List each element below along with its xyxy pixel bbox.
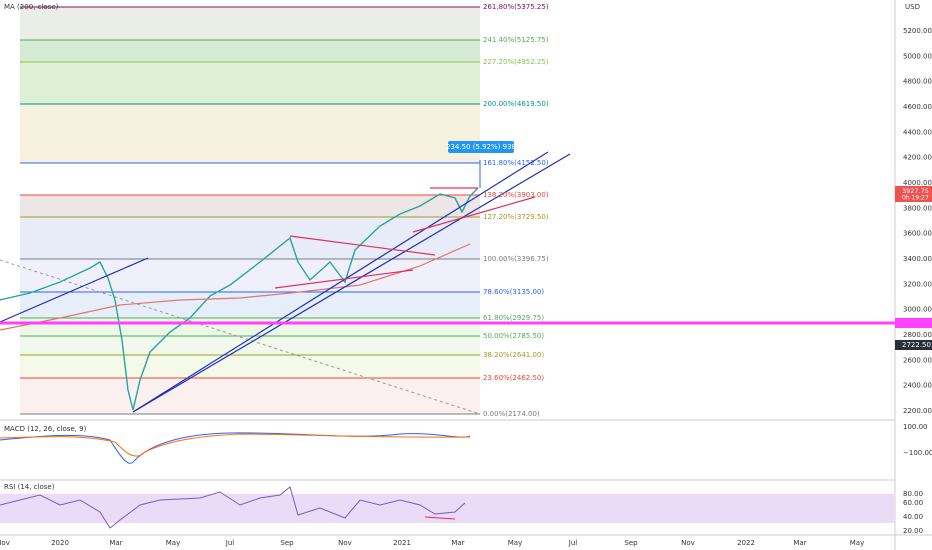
measure-box <box>448 141 514 153</box>
time-tick: Nov <box>338 539 352 547</box>
trend-dashed <box>0 259 481 415</box>
price-tick: 5200.00 <box>903 27 932 35</box>
fib-label: 241.40%(5125.75) <box>483 36 549 44</box>
rsi-tick: 80.00 <box>903 490 923 498</box>
fib-zone <box>20 40 480 62</box>
fib-zone <box>20 355 480 378</box>
time-tick: 2020 <box>51 539 69 547</box>
rsi-tick: 40.00 <box>903 513 923 521</box>
fib-label: 50.00%(2785.50) <box>483 332 544 340</box>
macd-tick: −100.00 <box>903 449 932 457</box>
fib-zone <box>20 62 480 104</box>
time-tick: May <box>166 539 180 547</box>
price-tick: 2400.00 <box>903 382 932 390</box>
trend-line <box>0 257 149 323</box>
rsi-line <box>0 486 466 529</box>
channel-line <box>274 269 414 289</box>
trend-line <box>132 151 549 413</box>
macd-label: MACD (12, 26, close, 9) <box>4 425 87 433</box>
price-tick: 2600.00 <box>903 356 932 364</box>
price-tick: 3600.00 <box>903 230 932 238</box>
price-tick: 4600.00 <box>903 103 932 111</box>
line-price-tag <box>895 340 932 350</box>
fib-zone <box>20 318 480 336</box>
fib-label: 61.80%(2929.75) <box>483 314 544 322</box>
line-price: 2722.50 <box>902 341 931 349</box>
price-tick: 3400.00 <box>903 255 932 263</box>
fib-label: 23.60%(2462.50) <box>483 374 544 382</box>
fib-label: 38.20%(2641.00) <box>483 351 544 359</box>
time-tick: Jul <box>568 539 578 547</box>
time-tick: Mar <box>451 539 464 547</box>
fib-zone <box>20 7 480 40</box>
fib-label: 161.80%(4152.50) <box>483 159 549 167</box>
trend-line <box>132 153 571 413</box>
channel-line <box>412 196 536 233</box>
time-tick: Mar <box>109 539 122 547</box>
fib-label: 100.00%(3396.75) <box>483 255 549 263</box>
time-tick: Sep <box>280 539 294 547</box>
price-tick: 4200.00 <box>903 154 932 162</box>
fib-label: 138.20%(3903.00) <box>483 191 549 199</box>
fib-label: 200.00%(4619.50) <box>483 100 549 108</box>
signal-line <box>0 433 471 457</box>
price-tick: 2200.00 <box>903 407 932 415</box>
fib-zone <box>20 292 480 318</box>
fib-label: 227.20%(4952.25) <box>483 58 549 66</box>
price-tick: 3200.00 <box>903 280 932 288</box>
fib-zones <box>20 6 480 415</box>
price-tick: 5000.00 <box>903 52 932 60</box>
time-tick: 2022 <box>737 539 755 547</box>
price-tick: 4400.00 <box>903 128 932 136</box>
price-tick: 3000.00 <box>903 306 932 314</box>
rsi-label: RSI (14, close) <box>4 483 55 491</box>
fib-zone <box>20 336 480 355</box>
fib-zone <box>20 259 480 292</box>
price-tick: 2800.00 <box>903 331 932 339</box>
last-price: 3927.75 <box>902 187 929 195</box>
fib-label: 127.20%(3729.50) <box>483 213 549 221</box>
time-tick: Mar <box>793 539 806 547</box>
price-tick: 4800.00 <box>903 78 932 86</box>
time-tick: May <box>850 539 864 547</box>
magenta-tag <box>895 318 932 328</box>
currency: USD <box>905 3 920 11</box>
time-tick: Nov <box>681 539 695 547</box>
fib-zone <box>20 195 480 217</box>
price-line <box>0 187 479 411</box>
macd-line <box>0 432 471 464</box>
time-tick: Jul <box>225 539 235 547</box>
time-tick: 2021 <box>393 539 411 547</box>
time-tick: May <box>508 539 522 547</box>
measure-label: 234.50 (5.92%) 938 <box>446 143 516 151</box>
fib-label: 0.00%(2174.00) <box>483 410 540 418</box>
last-price-tag <box>895 186 932 202</box>
divergence-line <box>424 516 456 520</box>
countdown: 0h 19:27 <box>902 195 929 202</box>
ma-label: MA (200, close) <box>4 3 59 11</box>
fib-zone <box>20 163 480 195</box>
fib-label: 261.80%(5375.25) <box>483 3 549 11</box>
fib-label: 78.60%(3135.00) <box>483 288 544 296</box>
time-tick: Sep <box>624 539 638 547</box>
fib-zone <box>20 104 480 163</box>
price-tick: 4000.00 <box>903 179 932 187</box>
channel-line <box>289 235 436 256</box>
rsi-tick: 60.00 <box>903 499 923 507</box>
macd-tick: 100.00 <box>903 423 928 431</box>
price-tick: 3800.00 <box>903 204 932 212</box>
ma-line <box>0 243 471 331</box>
fib-zone <box>20 378 480 414</box>
time-tick: Nov <box>0 539 10 547</box>
rsi-tick: 20.00 <box>903 527 923 535</box>
